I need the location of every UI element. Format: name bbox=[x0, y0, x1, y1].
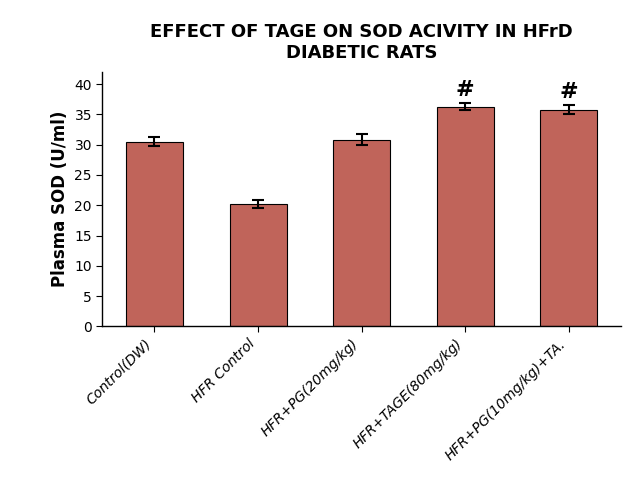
Text: #: # bbox=[456, 80, 474, 100]
Y-axis label: Plasma SOD (U/ml): Plasma SOD (U/ml) bbox=[51, 111, 69, 288]
Title: EFFECT OF TAGE ON SOD ACIVITY IN HFrD
DIABETIC RATS: EFFECT OF TAGE ON SOD ACIVITY IN HFrD DI… bbox=[150, 24, 573, 62]
Bar bbox=[230, 204, 287, 326]
Bar bbox=[540, 109, 597, 326]
Bar bbox=[126, 142, 183, 326]
Text: #: # bbox=[559, 82, 578, 102]
Bar bbox=[333, 140, 390, 326]
Bar bbox=[436, 107, 493, 326]
